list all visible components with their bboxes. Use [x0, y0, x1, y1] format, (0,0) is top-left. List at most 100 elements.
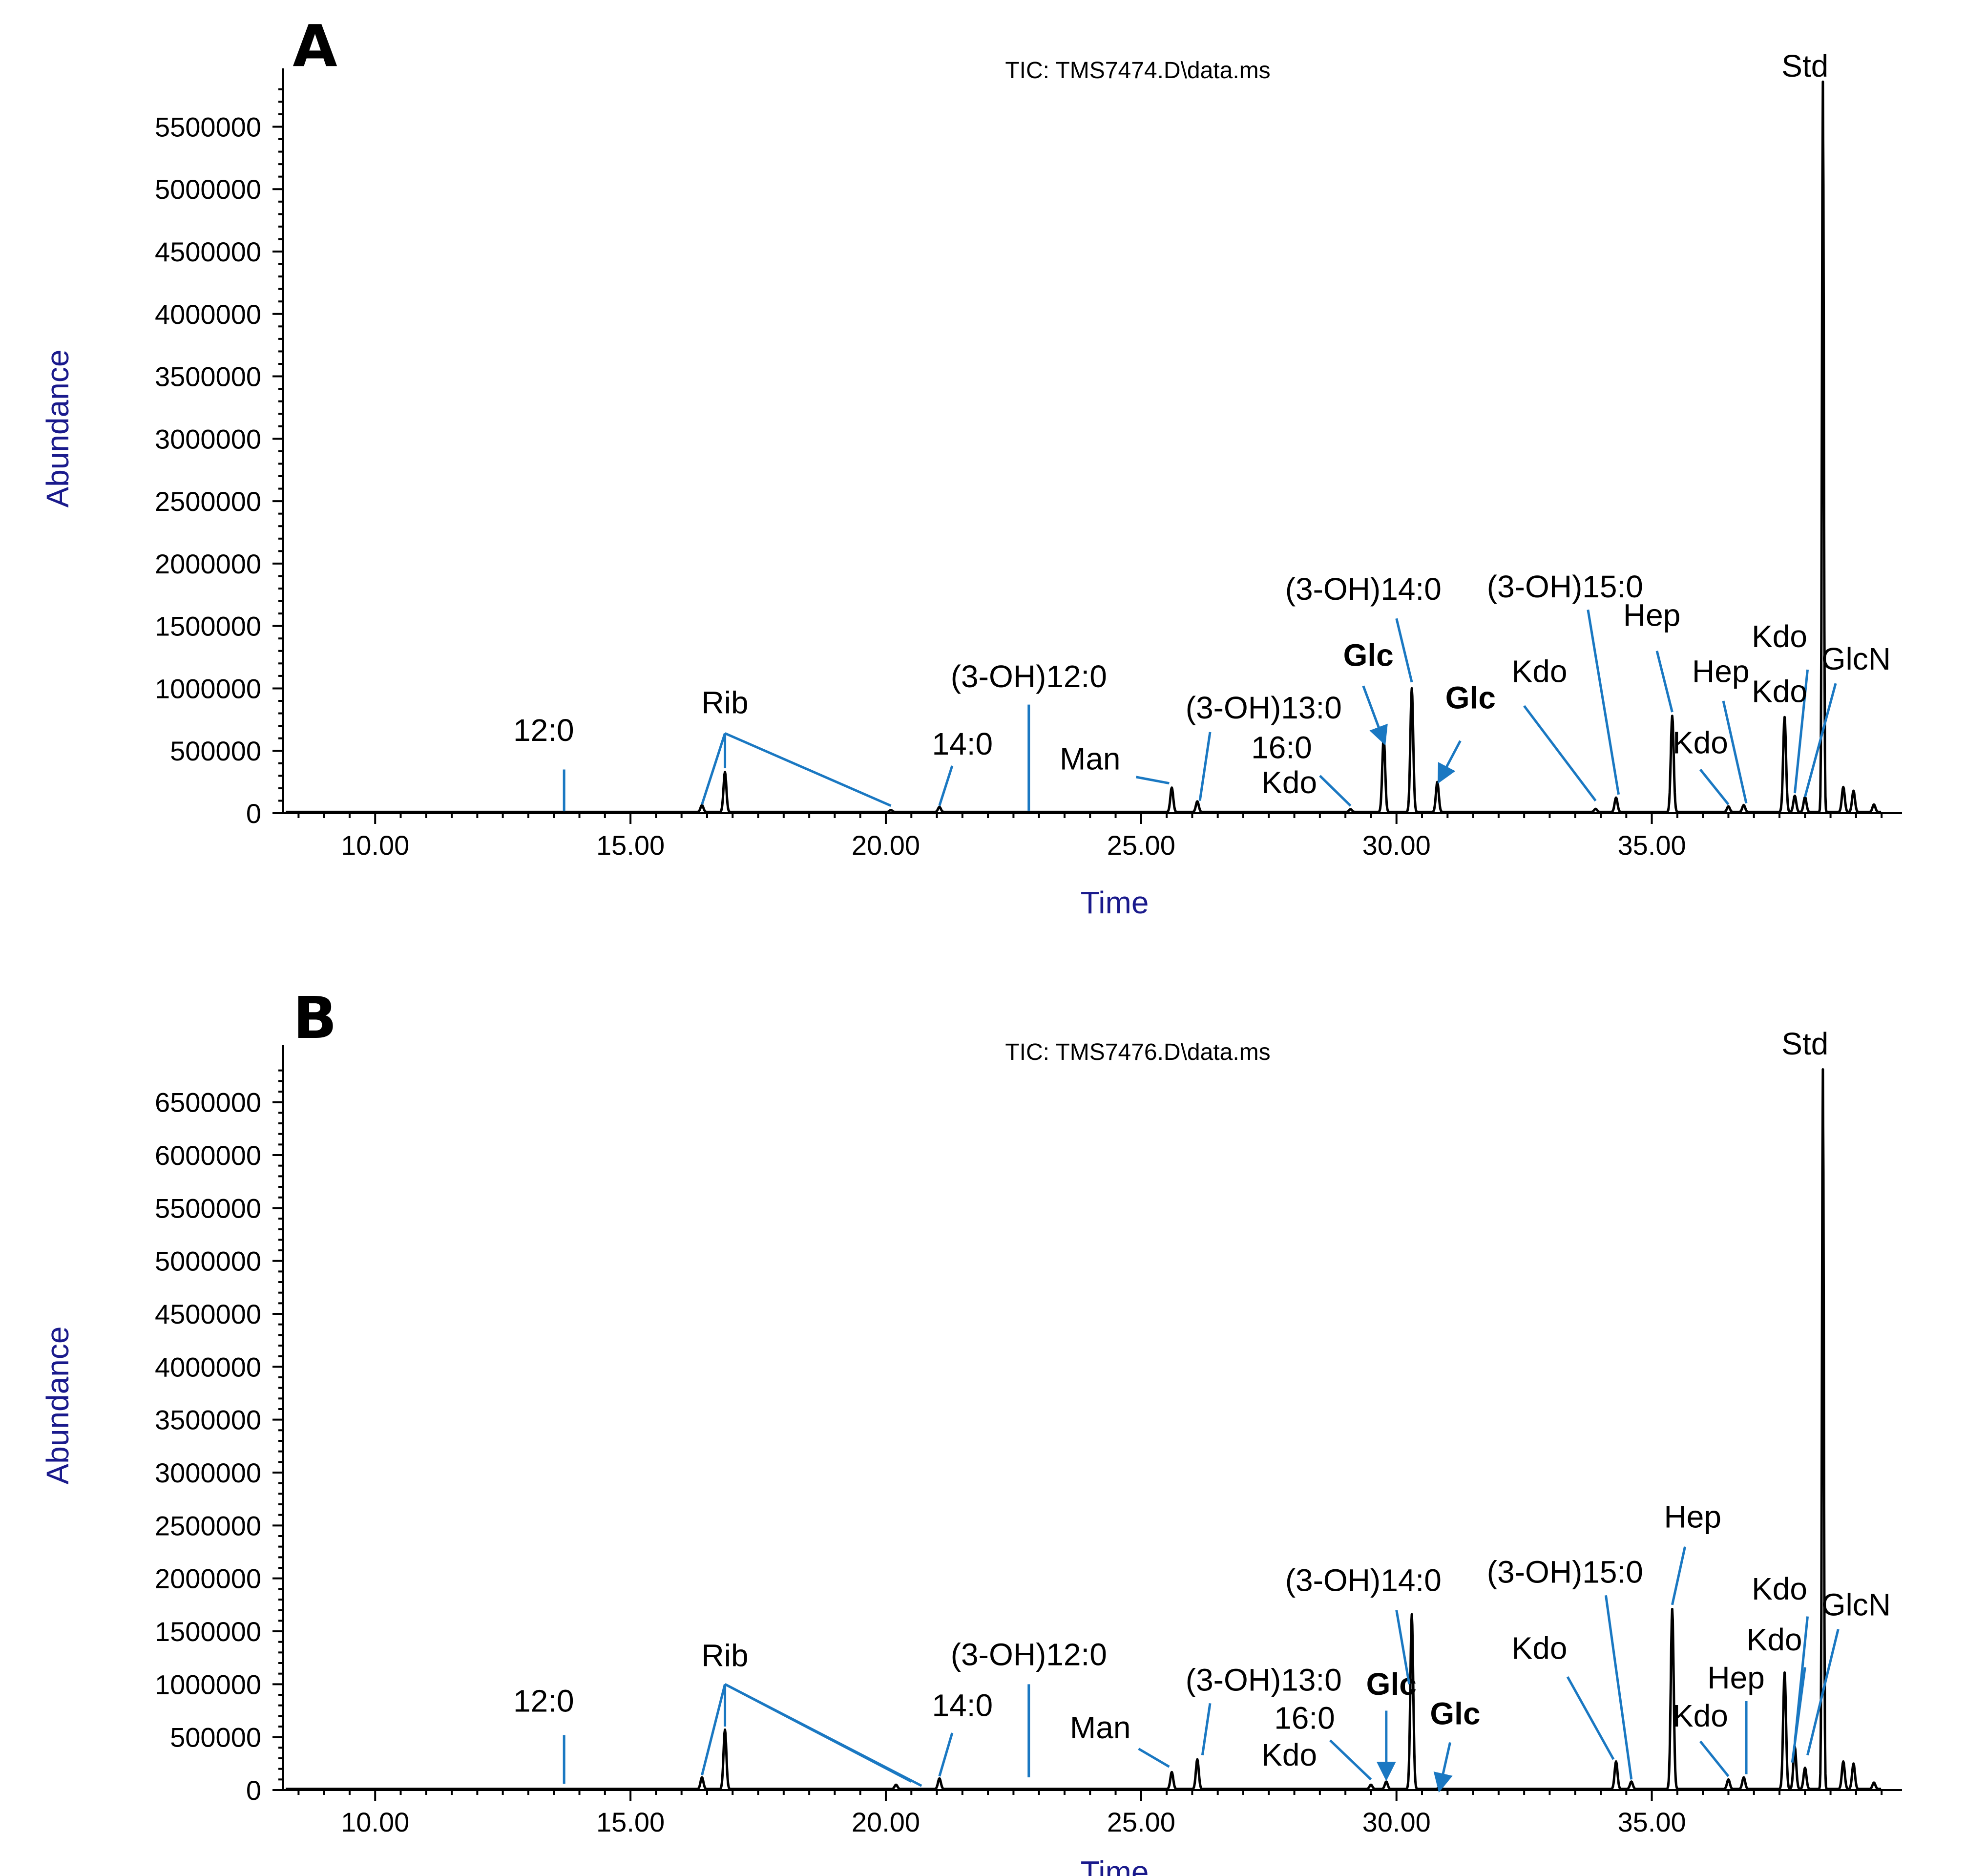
- peak-apex: [1436, 781, 1439, 783]
- y-axis-title: Abundance: [40, 350, 75, 508]
- peak-leader-line: [1699, 1740, 1730, 1777]
- peak-apex: [1196, 800, 1198, 802]
- peak-label: (3-OH)14:0: [1285, 1563, 1442, 1598]
- peak-leader-line: [938, 765, 954, 806]
- peak-label: 12:0: [513, 1684, 574, 1719]
- x-tick-label: 35.00: [1618, 830, 1686, 861]
- y-tick-label: 2500000: [155, 1510, 261, 1541]
- peak-label: Kdo: [1673, 725, 1728, 760]
- peak-leader-line: [1655, 651, 1673, 713]
- peak-apex: [938, 806, 941, 808]
- peak-label: 16:0: [1274, 1700, 1335, 1735]
- peak-apex: [1349, 808, 1352, 810]
- x-tick-label: 25.00: [1107, 830, 1175, 861]
- peak-apex: [1821, 81, 1824, 83]
- peak-apex: [1873, 1781, 1875, 1784]
- peak-label: Man: [1070, 1710, 1131, 1745]
- peak-leader-line: [1791, 1667, 1806, 1763]
- y-tick-label: 5000000: [155, 1246, 261, 1277]
- peak-label: GlcN: [1821, 641, 1891, 676]
- peak-label: GlcN: [1821, 1587, 1891, 1623]
- peak-apex: [1196, 1758, 1198, 1761]
- peak-apex: [1171, 786, 1173, 789]
- peak-apex: [1842, 1760, 1844, 1763]
- y-tick-label: 500000: [170, 1722, 261, 1753]
- peak-apex: [1821, 1068, 1824, 1071]
- peak-label: 12:0: [513, 713, 574, 748]
- y-tick-label: 5000000: [155, 174, 261, 205]
- peak-label: Kdo: [1512, 1630, 1568, 1665]
- peak-apex: [1852, 790, 1855, 792]
- peak-leader-line: [1138, 1748, 1170, 1768]
- peak-label: 16:0: [1251, 730, 1312, 765]
- peak-leader-line: [1362, 685, 1388, 746]
- y-tick-label: 0: [246, 798, 261, 829]
- peak-leader-line: [1198, 732, 1212, 801]
- y-tick-label: 500000: [170, 736, 261, 766]
- y-tick-label: 3500000: [155, 1405, 261, 1435]
- peak-label: (3-OH)15:0: [1487, 1554, 1643, 1589]
- y-tick-label: 5500000: [155, 1193, 261, 1223]
- peak-apex: [1783, 1671, 1786, 1674]
- peak-apex: [1873, 803, 1875, 806]
- peak-leader-line: [1329, 1739, 1372, 1781]
- x-tick-label: 35.00: [1618, 1807, 1686, 1837]
- peak-leader-line: [1395, 1610, 1411, 1685]
- x-tick-label: 15.00: [596, 1807, 665, 1837]
- x-tick-label: 15.00: [596, 830, 665, 861]
- peak-apex: [1671, 1608, 1673, 1610]
- x-tick-label: 20.00: [852, 830, 920, 861]
- peak-leader-line: [1699, 768, 1730, 805]
- peak-leader-line: [1395, 618, 1413, 683]
- peak-leader-line: [1135, 776, 1170, 785]
- y-tick-label: 6500000: [155, 1087, 261, 1118]
- peak-leader-line: [1201, 1703, 1212, 1755]
- peak-label: Glc: [1343, 637, 1394, 673]
- peak-apex: [1842, 786, 1844, 788]
- x-tick-label: 30.00: [1362, 830, 1431, 861]
- y-tick-label: 4000000: [155, 299, 261, 330]
- peak-label: Rib: [702, 685, 749, 720]
- peak-label: Glc: [1445, 680, 1496, 715]
- y-tick-label: 1500000: [155, 611, 261, 642]
- panel-letter: A: [293, 12, 337, 80]
- chart-title: TIC: TMS7474.D\data.ms: [1005, 58, 1270, 84]
- peak-label: Kdo: [1261, 1737, 1317, 1772]
- peak-apex: [1615, 797, 1617, 799]
- peak-apex: [1370, 1784, 1372, 1786]
- peak-leader-line: [1319, 775, 1352, 807]
- y-tick-label: 3500000: [155, 361, 261, 392]
- peak-apex: [938, 1777, 941, 1780]
- y-tick-label: 1000000: [155, 673, 261, 704]
- y-tick-label: 2500000: [155, 486, 261, 517]
- peak-leader-line: [1604, 1595, 1633, 1780]
- peak-label: Hep: [1623, 598, 1680, 633]
- peak-apex: [1783, 716, 1786, 718]
- peak-label: Kdo: [1752, 674, 1807, 709]
- peak-label: Glc: [1430, 1696, 1480, 1731]
- peak-leader-line: [938, 1732, 954, 1777]
- x-tick-label: 30.00: [1362, 1807, 1431, 1837]
- peak-label: (3-OH)12:0: [951, 1637, 1107, 1672]
- peak-label: Kdo: [1261, 765, 1317, 800]
- peak-label: Kdo: [1673, 1698, 1728, 1733]
- peak-label: (3-OH)12:0: [951, 659, 1107, 694]
- peak-label: Hep: [1692, 654, 1749, 689]
- y-tick-label: 3000000: [155, 1457, 261, 1488]
- peak-leader-line: [724, 732, 892, 807]
- peak-apex: [1727, 1778, 1730, 1781]
- y-tick-label: 0: [246, 1775, 261, 1806]
- peak-label: 14:0: [932, 1687, 993, 1723]
- peak-leader-line: [1806, 1629, 1840, 1756]
- peak-apex: [1794, 795, 1796, 797]
- peak-label: (3-OH)15:0: [1487, 569, 1643, 604]
- peak-label: Hep: [1707, 1660, 1764, 1695]
- x-axis-title: Time: [1081, 885, 1149, 920]
- peak-leader-line: [724, 1683, 922, 1787]
- peak-apex: [1411, 687, 1413, 690]
- peak-apex: [1742, 804, 1745, 806]
- peak-label: Man: [1060, 741, 1121, 777]
- y-tick-label: 4000000: [155, 1351, 261, 1382]
- peak-apex: [1671, 715, 1673, 717]
- peak-leader-line: [701, 1684, 726, 1776]
